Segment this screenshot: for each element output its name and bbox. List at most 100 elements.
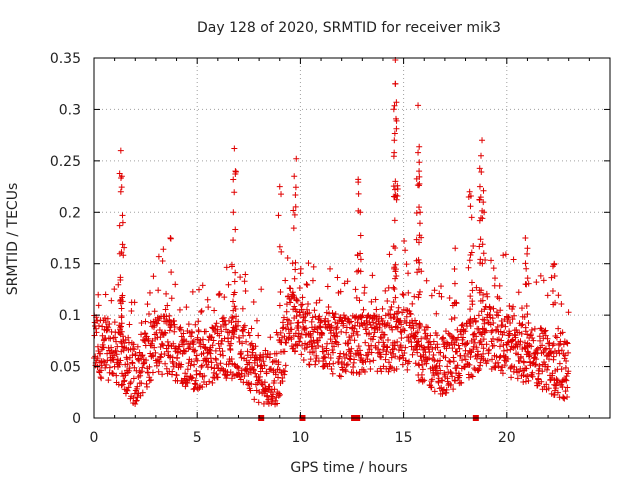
- data-point: [480, 345, 487, 352]
- data-point: [427, 332, 434, 339]
- data-point: [110, 370, 117, 377]
- data-point: [504, 347, 511, 354]
- data-point: [107, 335, 114, 342]
- data-point: [127, 380, 134, 387]
- data-point: [291, 211, 298, 218]
- data-point: [320, 348, 327, 355]
- x-tick-labels: 0 5 10 15 20: [90, 430, 516, 446]
- data-point: [523, 365, 530, 372]
- data-point: [453, 337, 460, 344]
- data-point: [399, 361, 406, 368]
- data-point: [293, 296, 300, 303]
- data-point: [500, 347, 507, 354]
- data-point: [356, 314, 363, 321]
- data-point: [486, 304, 493, 311]
- data-point: [523, 373, 530, 380]
- data-point: [523, 303, 530, 310]
- data-point: [428, 384, 435, 391]
- data-point: [163, 290, 170, 297]
- data-point: [308, 318, 315, 325]
- data-point: [119, 212, 126, 219]
- data-point: [548, 274, 555, 281]
- data-point: [327, 327, 334, 334]
- data-point: [524, 245, 531, 252]
- data-point: [353, 369, 360, 376]
- data-point: [560, 394, 567, 401]
- data-point: [117, 277, 124, 284]
- data-point: [328, 366, 335, 373]
- data-point: [490, 305, 497, 312]
- data-point: [253, 317, 260, 324]
- data-point: [292, 184, 299, 191]
- data-point: [467, 323, 474, 330]
- data-point: [198, 307, 205, 314]
- data-point: [351, 356, 358, 363]
- data-point: [171, 324, 178, 331]
- data-point: [328, 324, 335, 331]
- data-point: [553, 376, 560, 383]
- data-point: [468, 349, 475, 356]
- data-point: [388, 354, 395, 361]
- data-point: [391, 217, 398, 224]
- data-point: [342, 366, 349, 373]
- data-point: [147, 376, 154, 383]
- data-point: [447, 381, 454, 388]
- data-point: [203, 381, 210, 388]
- data-point: [343, 329, 350, 336]
- data-point: [266, 383, 273, 390]
- data-point: [368, 298, 375, 305]
- data-point: [367, 365, 374, 372]
- data-point: [502, 323, 509, 330]
- data-point: [301, 313, 308, 320]
- data-point: [309, 314, 316, 321]
- data-point: [484, 293, 491, 300]
- data-point: [147, 319, 154, 326]
- data-point: [221, 335, 228, 342]
- data-point: [303, 325, 310, 332]
- data-point: [114, 356, 121, 363]
- data-point: [512, 334, 519, 341]
- data-point: [355, 343, 362, 350]
- data-point: [276, 390, 283, 397]
- data-point: [299, 301, 306, 308]
- data-point: [243, 338, 250, 345]
- data-point: [519, 321, 526, 328]
- data-point: [193, 352, 200, 359]
- data-point: [307, 356, 314, 363]
- data-point: [412, 360, 419, 367]
- data-point: [306, 309, 313, 316]
- data-point: [442, 328, 449, 335]
- data-point: [259, 365, 266, 372]
- data-point: [166, 317, 173, 324]
- data-point: [251, 367, 258, 374]
- data-point: [348, 318, 355, 325]
- data-point: [142, 318, 149, 325]
- data-point: [293, 155, 300, 162]
- data-point: [526, 352, 533, 359]
- data-point: [344, 361, 351, 368]
- data-point: [316, 297, 323, 304]
- data-point: [279, 378, 286, 385]
- data-point: [392, 245, 399, 252]
- data-point: [428, 292, 435, 299]
- data-point: [118, 313, 125, 320]
- data-point: [334, 333, 341, 340]
- data-point: [495, 312, 502, 319]
- data-point: [458, 379, 465, 386]
- data-point: [466, 188, 473, 195]
- data-point: [173, 372, 180, 379]
- data-point: [139, 352, 146, 359]
- data-point: [168, 321, 175, 328]
- data-point: [137, 369, 144, 376]
- data-point: [293, 308, 300, 315]
- data-point: [191, 380, 198, 387]
- data-point: [277, 391, 284, 398]
- data-point: [172, 281, 179, 288]
- data-point: [288, 326, 295, 333]
- data-point: [205, 304, 212, 311]
- data-point: [529, 334, 536, 341]
- data-point: [275, 212, 282, 219]
- data-point: [298, 351, 305, 358]
- data-point: [400, 326, 407, 333]
- data-point: [284, 254, 291, 261]
